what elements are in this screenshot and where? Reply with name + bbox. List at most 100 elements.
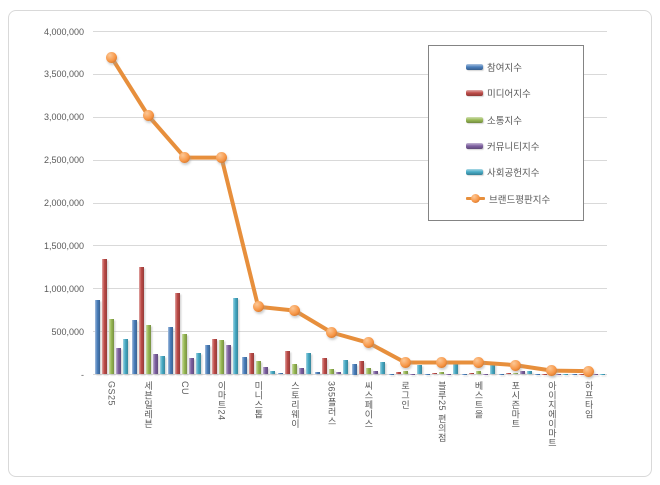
bar-커뮤니티지수-세븐일레븐 [152,353,158,375]
bar-소통지수-세븐일레븐 [145,324,151,375]
line-marker-미니스톱 [252,301,264,313]
y-axis-tick-label: 3,000,000 [43,112,84,123]
bar-미디어지수-베스트올 [469,372,474,375]
bar-참여지수-미니스톱 [241,357,247,375]
legend-color-swatch-cyan [466,169,483,176]
line-marker-베스트올 [473,356,484,368]
bar-미디어지수-365플러스 [322,358,328,375]
bar-참여지수-세븐일레븐 [131,320,137,375]
y-axis-tick-label: 1,000,000 [43,283,84,294]
legend-color-swatch-green [466,116,483,123]
legend-label: 브랜드평판지수 [489,194,551,206]
x-axis-category-label: 씨스페이스 [363,381,374,429]
bar-커뮤니티지수-하프타임 [593,373,599,375]
line-marker-GS25 [105,51,117,63]
bar-사회공헌지수-아이지에이마트 [563,373,569,375]
bar-참여지수-아이지에이마트 [535,373,541,375]
bar-사회공헌지수-블루25 편의점 [453,360,459,375]
gridline [93,245,607,247]
bar-소통지수-이마트24 [219,340,224,375]
legend-label: 미디어지수 [487,89,531,101]
x-axis-category-label: 포시즌마트 [510,381,521,429]
x-axis-category-label: CU [179,381,190,395]
bar-커뮤니티지수-포시즌마트 [519,371,525,375]
bar-소통지수-스토리웨이 [292,364,298,375]
bar-소통지수-베스트올 [476,371,481,375]
y-axis-tick-label: 1,500,000 [43,240,84,251]
x-axis-category-label: 로그인 [400,381,411,410]
legend-item: 미디어지수 [466,86,579,100]
line-marker-포시즌마트 [509,359,521,371]
bar-커뮤니티지수-GS25 [115,347,121,375]
bar-커뮤니티지수-스토리웨이 [299,368,305,375]
gridline [93,31,607,32]
bar-소통지수-블루25 편의점 [439,371,445,375]
bar-사회공헌지수-미니스톱 [269,371,275,375]
bar-미디어지수-이마트24 [212,339,217,375]
bar-참여지수-하프타임 [572,373,578,375]
bar-참여지수-씨스페이스 [351,363,357,375]
bar-참여지수-CU [168,327,174,375]
x-axis-category-label: 미니스톱 [253,381,264,419]
legend: 참여지수 미디어지수 소통지수 커뮤니티지수 사회공헌지수 브랜드평판지수 [428,45,584,221]
y-axis-tick-label: 4,000,000 [43,26,84,37]
bar-사회공헌지수-로그인 [416,365,422,375]
bar-소통지수-포시즌마트 [512,373,518,375]
bar-미디어지수-블루25 편의점 [432,372,438,375]
bar-미디어지수-세븐일레븐 [138,266,144,375]
x-axis-category-label: 365플러스 [326,381,337,427]
bar-미디어지수-포시즌마트 [505,373,511,375]
bar-미디어지수-아이지에이마트 [542,373,548,375]
x-axis-category-label: 아이지에이마트 [546,381,557,448]
x-axis-category-label: 스토리웨이 [289,381,300,429]
legend-item: 브랜드평판지수 [466,192,579,206]
x-axis-category-label: 베스트올 [473,381,484,419]
gridline [93,374,607,375]
bar-커뮤니티지수-블루25 편의점 [446,373,452,375]
bar-참여지수-스토리웨이 [278,373,284,375]
line-marker-365플러스 [326,326,338,338]
bar-참여지수-로그인 [388,373,394,375]
bar-미디어지수-로그인 [395,372,401,375]
bar-참여지수-GS25 [94,299,100,375]
legend-item: 커뮤니티지수 [466,139,579,153]
bar-커뮤니티지수-아이지에이마트 [556,373,562,375]
legend-item: 참여지수 [466,60,579,74]
y-axis-tick-label: 2,500,000 [43,155,84,166]
bar-미디어지수-GS25 [101,258,107,375]
bar-사회공헌지수-베스트올 [490,362,495,375]
bar-미디어지수-스토리웨이 [285,351,291,375]
legend-item: 사회공헌지수 [466,165,579,179]
bar-미디어지수-CU [175,293,181,375]
y-axis-tick-label: 500,000 [51,326,84,337]
bar-사회공헌지수-365플러스 [343,359,349,375]
x-axis-category-label: 블루25 편의점 [436,381,447,443]
line-marker-세븐일레븐 [142,110,154,122]
bar-소통지수-CU [182,333,188,375]
line-marker-로그인 [399,356,411,368]
y-axis-tick-label: - [81,369,84,380]
bar-커뮤니티지수-CU [189,358,195,375]
line-marker-이마트24 [216,152,227,164]
bar-사회공헌지수-포시즌마트 [526,371,532,375]
legend-color-swatch-purple [466,143,483,150]
bar-소통지수-365플러스 [329,369,335,375]
bar-미디어지수-하프타임 [579,373,585,375]
line-marker-CU [179,152,191,164]
bar-커뮤니티지수-이마트24 [226,344,231,375]
gridline [93,288,607,290]
line-marker-하프타임 [583,365,595,377]
bar-참여지수-이마트24 [205,345,210,375]
bar-참여지수-블루25 편의점 [425,373,431,375]
bar-사회공헌지수-씨스페이스 [379,362,385,375]
bar-사회공헌지수-CU [196,352,202,375]
bar-소통지수-미니스톱 [255,360,261,375]
legend-color-swatch-blue [466,64,483,71]
bar-참여지수-365플러스 [315,371,321,375]
legend-color-swatch-red [466,90,483,97]
bar-사회공헌지수-스토리웨이 [306,352,312,375]
line-marker-스토리웨이 [289,305,301,317]
bar-사회공헌지수-GS25 [122,339,128,375]
bar-참여지수-베스트올 [462,373,467,375]
